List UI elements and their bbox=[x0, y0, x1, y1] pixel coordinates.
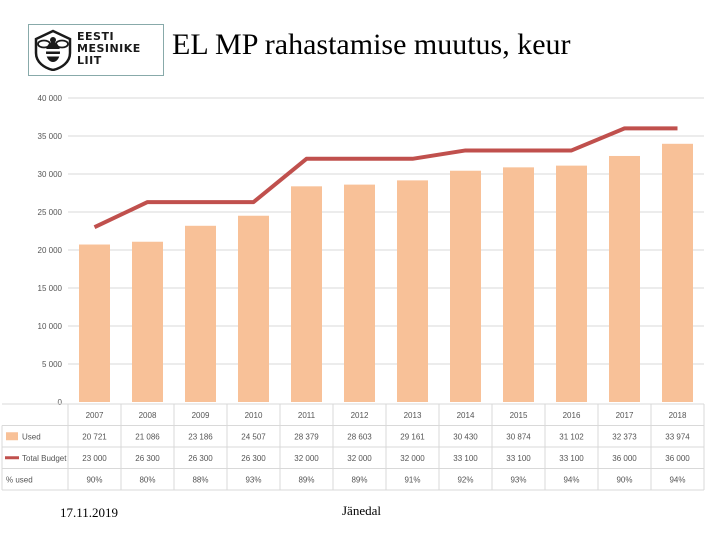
y-tick-label: 15 000 bbox=[38, 284, 63, 293]
table-cell: 33 974 bbox=[665, 432, 690, 441]
table-cell: 30 874 bbox=[506, 432, 531, 441]
bar-used bbox=[132, 241, 163, 402]
table-cell: 88% bbox=[192, 475, 208, 484]
table-cell: 80% bbox=[139, 475, 155, 484]
y-tick-label: 0 bbox=[58, 398, 63, 407]
bar-used bbox=[344, 184, 375, 402]
x-category-label: 2011 bbox=[298, 411, 316, 420]
table-cell: 32 000 bbox=[400, 454, 425, 463]
table-cell: 94% bbox=[563, 475, 579, 484]
table-cell: 24 507 bbox=[241, 432, 266, 441]
table-cell: 28 379 bbox=[294, 432, 319, 441]
table-cell: 89% bbox=[298, 475, 314, 484]
table-cell: 93% bbox=[245, 475, 261, 484]
data-table: 2007 2008 2009 2010 2011 2012 2013 2014 2015 2016… bbox=[1, 403, 705, 491]
y-axis-ticks: 0 5 000 10 000 15 000 20 000 25 000 30 000 35 0… bbox=[38, 94, 63, 407]
logo-line: MESINIKE bbox=[77, 42, 141, 55]
x-category-label: 2012 bbox=[351, 411, 369, 420]
y-tick-label: 10 000 bbox=[38, 322, 63, 331]
table-cell: 33 100 bbox=[559, 454, 584, 463]
table-cell: 32 000 bbox=[347, 454, 372, 463]
bar-used bbox=[450, 170, 481, 402]
gridlines bbox=[68, 97, 704, 365]
table-row-label: Total Budget bbox=[22, 454, 67, 463]
table-cell: 23 186 bbox=[188, 432, 213, 441]
x-category-label: 2007 bbox=[86, 411, 104, 420]
y-tick-label: 5 000 bbox=[42, 360, 63, 369]
table-cell: 94% bbox=[669, 475, 685, 484]
logo-line: EESTI bbox=[77, 30, 115, 43]
total-budget-line bbox=[93, 126, 678, 230]
y-tick-label: 35 000 bbox=[38, 132, 63, 141]
y-tick-label: 40 000 bbox=[38, 94, 63, 103]
bar-used bbox=[609, 155, 640, 402]
y-tick-label: 20 000 bbox=[38, 246, 63, 255]
table-cell: 21 086 bbox=[135, 432, 160, 441]
table-cell: 36 000 bbox=[612, 454, 637, 463]
table-cell: 28 603 bbox=[347, 432, 372, 441]
bar-used bbox=[238, 215, 269, 402]
table-cell: 32 373 bbox=[612, 432, 637, 441]
y-tick-label: 30 000 bbox=[38, 170, 63, 179]
bee-emblem-icon bbox=[34, 29, 72, 71]
table-cell: 90% bbox=[86, 475, 102, 484]
table-row-label: Used bbox=[22, 432, 41, 441]
x-category-label: 2017 bbox=[616, 411, 634, 420]
table-cell: 90% bbox=[616, 475, 632, 484]
budget-chart: 0 5 000 10 000 15 000 20 000 25 000 30 000 35 0… bbox=[1, 94, 705, 491]
eesti-mesinike-liit-logo: EESTI MESINIKE LIIT bbox=[28, 24, 164, 76]
bar-used bbox=[503, 167, 534, 402]
logo-line: LIIT bbox=[77, 54, 102, 67]
x-category-label: 2015 bbox=[510, 411, 528, 420]
table-row-label: % used bbox=[6, 475, 33, 484]
table-cell: 33 100 bbox=[453, 454, 478, 463]
bar-used bbox=[291, 186, 322, 402]
legend-key-used bbox=[6, 432, 18, 441]
table-cell: 92% bbox=[457, 475, 473, 484]
bar-used bbox=[185, 225, 216, 402]
table-cell: 93% bbox=[510, 475, 526, 484]
table-cell: 26 300 bbox=[241, 454, 266, 463]
bar-used bbox=[556, 165, 587, 402]
bar-used bbox=[79, 244, 110, 402]
logo-wordmark: EESTI MESINIKE LIIT bbox=[77, 31, 141, 67]
x-category-label: 2008 bbox=[139, 411, 157, 420]
x-category-label: 2018 bbox=[669, 411, 687, 420]
table-cell: 30 430 bbox=[453, 432, 478, 441]
bars-used bbox=[79, 143, 693, 402]
table-cell: 29 161 bbox=[400, 432, 425, 441]
x-category-label: 2014 bbox=[457, 411, 475, 420]
table-cell: 31 102 bbox=[559, 432, 584, 441]
table-cell: 89% bbox=[351, 475, 367, 484]
table-cell: 36 000 bbox=[665, 454, 690, 463]
table-cell: 23 000 bbox=[82, 454, 107, 463]
table-cell: 20 721 bbox=[82, 432, 107, 441]
x-category-label: 2010 bbox=[245, 411, 263, 420]
x-category-label: 2009 bbox=[192, 411, 210, 420]
table-cell: 32 000 bbox=[294, 454, 319, 463]
x-category-label: 2013 bbox=[404, 411, 422, 420]
footer-place: Jänedal bbox=[342, 503, 381, 518]
table-cell: 91% bbox=[404, 475, 420, 484]
bar-used bbox=[397, 180, 428, 402]
footer-date: 17.11.2019 bbox=[60, 505, 119, 520]
table-cell: 26 300 bbox=[188, 454, 213, 463]
table-cell: 33 100 bbox=[506, 454, 531, 463]
y-tick-label: 25 000 bbox=[38, 208, 63, 217]
slide-title: EL MP rahastamise muutus, keur bbox=[172, 28, 571, 61]
bar-used bbox=[662, 143, 693, 402]
x-category-label: 2016 bbox=[563, 411, 581, 420]
table-cell: 26 300 bbox=[135, 454, 160, 463]
